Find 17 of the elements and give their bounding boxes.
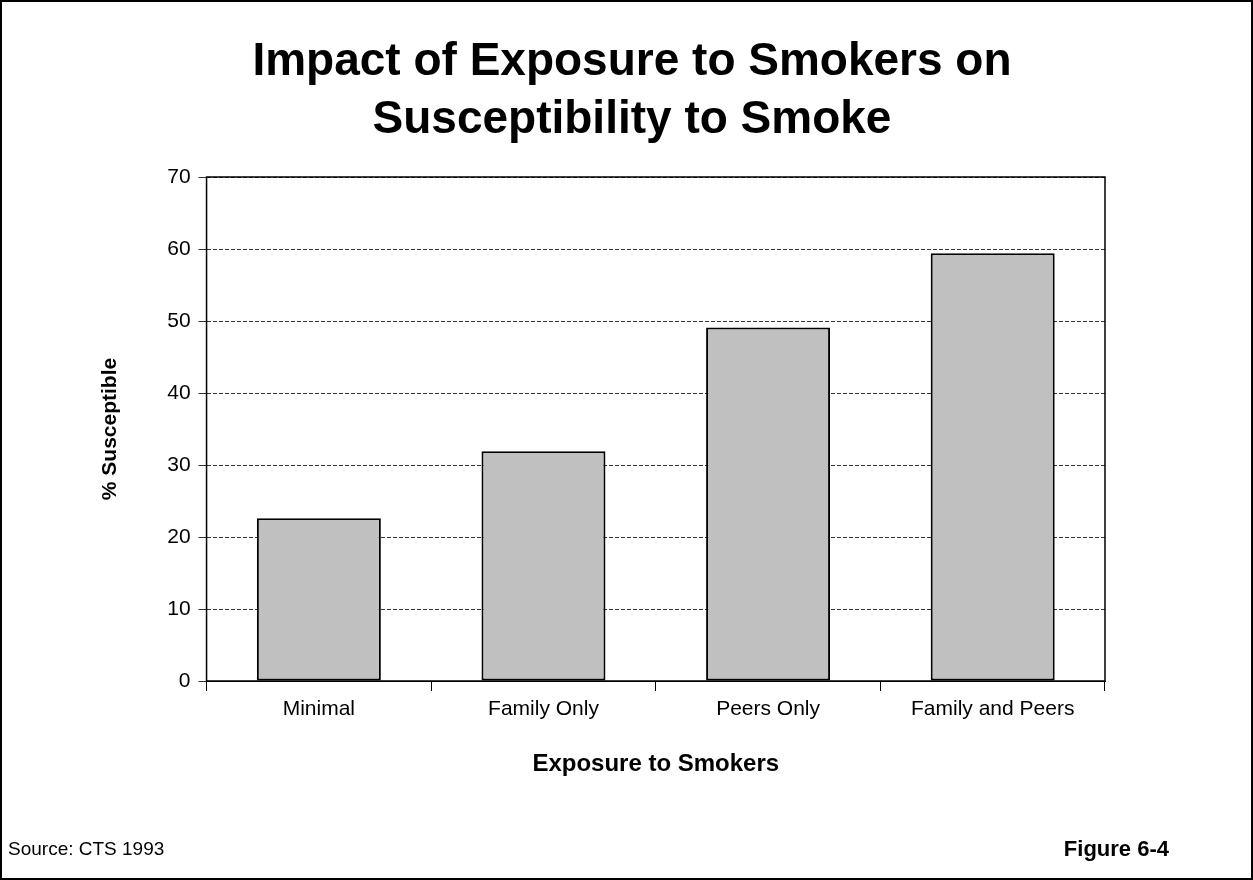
x-axis-title: Exposure to Smokers [532, 749, 780, 777]
y-tick-label: 40 [167, 379, 191, 403]
y-tick-label: 60 [167, 235, 191, 259]
chart-title: Impact of Exposure to Smokers on Susceptibility to Smoke [251, 32, 1013, 145]
y-tick-label: 10 [167, 595, 191, 619]
source-note: Source: CTS 1993 [8, 838, 165, 860]
y-tick-label: 70 [167, 163, 191, 187]
y-tick-label: 20 [167, 523, 191, 547]
y-tick-label: 30 [167, 451, 191, 475]
y-axis-title: % Susceptible [97, 357, 121, 501]
x-tick-label: Peers Only [716, 696, 821, 720]
y-tick-label: 50 [167, 307, 191, 331]
x-tick-label: Family Only [488, 696, 600, 720]
y-tick-label: 0 [178, 667, 191, 691]
x-tick-label: Family and Peers [910, 696, 1075, 720]
x-tick-label: Minimal [282, 696, 356, 720]
caption: Figure 6-4 [1063, 836, 1169, 862]
